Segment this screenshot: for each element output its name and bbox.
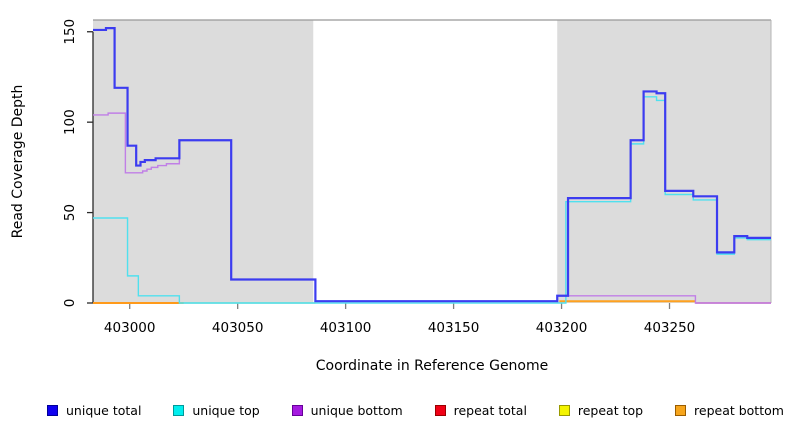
y-tick-label: 50	[62, 204, 78, 221]
legend-swatch-icon	[291, 404, 303, 416]
x-axis-title: Coordinate in Reference Genome	[316, 358, 549, 374]
legend-label: unique bottom	[310, 402, 403, 418]
x-tick-label: 403200	[536, 320, 588, 336]
x-tick-label: 403250	[644, 320, 696, 336]
legend-swatch-icon	[675, 404, 687, 416]
legend-swatch-icon	[173, 404, 185, 416]
legend-label: unique top	[192, 402, 260, 418]
x-tick-label: 403050	[212, 320, 264, 336]
legend-label: repeat top	[577, 402, 644, 418]
y-axis-title: Read Coverage Depth	[10, 85, 26, 239]
series-unique-total-line	[93, 27, 771, 303]
y-tick-label: 150	[62, 19, 78, 45]
repeat-region-left-shading	[93, 20, 314, 303]
legend-swatch-icon	[558, 404, 570, 416]
x-tick-label: 403150	[428, 320, 480, 336]
plot-legend: unique total unique top unique bottom repea…	[47, 399, 784, 421]
legend-swatch-icon	[47, 404, 58, 416]
y-tick-label: 0	[62, 299, 78, 308]
legend-label: repeat total	[453, 402, 527, 418]
legend-item-unique-top: unique top	[173, 402, 260, 418]
legend-item-unique-total: unique total	[47, 403, 141, 418]
x-tick-label: 403100	[320, 320, 372, 336]
legend-label: repeat bottom	[694, 402, 784, 418]
legend-item-repeat-bottom: repeat bottom	[675, 403, 784, 418]
y-tick-label: 100	[62, 109, 78, 135]
legend-item-repeat-total: repeat total	[434, 402, 527, 418]
legend-label: unique total	[66, 402, 142, 418]
legend-item-repeat-top: repeat top	[558, 402, 644, 418]
x-tick-label: 403000	[104, 320, 156, 336]
legend-swatch-icon	[434, 404, 446, 416]
legend-item-unique-bottom: unique bottom	[291, 402, 403, 418]
